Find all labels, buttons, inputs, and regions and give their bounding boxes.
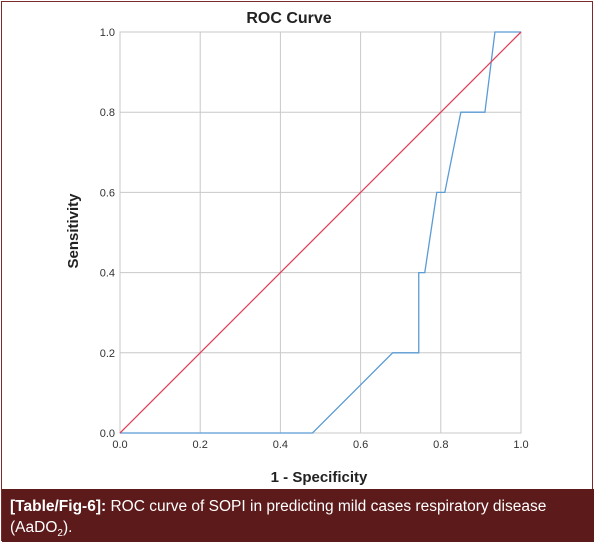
grid-layer: [119, 31, 522, 434]
y-tick-label: 0.8: [100, 107, 115, 119]
reference-diagonal-line: [119, 31, 522, 434]
tick-labels: 0.0 0.2 0.4 0.6 0.8 1.0 0.0 0.2 0.4 0.6 0.8 1.0: [100, 27, 529, 451]
roc-chart: 0.0 0.2 0.4 0.6 0.8 1.0 0.0 0.2 0.4 0.6 0.8 1.0 ROC…: [2, 2, 594, 490]
x-tick-label: 0.2: [193, 439, 208, 451]
x-tick-label: 1.0: [513, 439, 528, 451]
y-tick-label: 0.6: [100, 187, 115, 199]
y-tick-label: 1.0: [100, 27, 115, 39]
chart-svg: 0.0 0.2 0.4 0.6 0.8 1.0 0.0 0.2 0.4 0.6 0.8 1.0 ROC…: [65, 10, 529, 486]
x-axis-label: 1 - Specificity: [271, 469, 368, 486]
caption-tail: ).: [62, 519, 73, 536]
x-tick-label: 0.4: [273, 439, 288, 451]
x-tick-label: 0.0: [112, 439, 127, 451]
x-tick-label: 0.8: [433, 439, 448, 451]
caption-subscript: 2: [57, 528, 63, 540]
figure-caption: [Table/Fig-6]: ROC curve of SOPI in pred…: [2, 489, 594, 542]
y-tick-label: 0.4: [100, 268, 115, 280]
roc-curve-line: [120, 31, 521, 434]
caption-ref: [Table/Fig-6]:: [10, 498, 107, 515]
y-tick-label: 0.0: [100, 428, 115, 440]
y-axis-label: Sensitivity: [65, 193, 82, 269]
x-tick-label: 0.6: [353, 439, 368, 451]
series-layer: [119, 31, 522, 434]
chart-title: ROC Curve: [246, 10, 331, 27]
caption-text: ROC curve of SOPI in predicting mild cas…: [10, 498, 547, 536]
y-tick-label: 0.2: [100, 348, 115, 360]
